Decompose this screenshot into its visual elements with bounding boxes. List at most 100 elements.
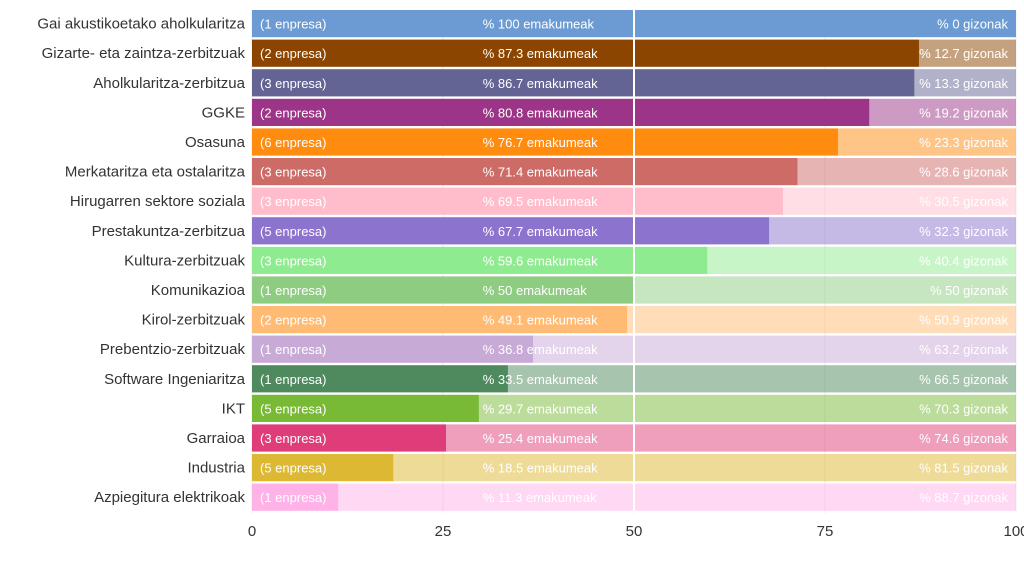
bar-women [252,454,394,482]
category-label: Komunikazioa [151,282,246,299]
women-percent-label: % 59.6 emakumeak [483,253,598,268]
bar-women [252,394,479,422]
bar-men [634,276,1016,304]
category-label: GGKE [202,104,245,121]
company-count-label: (5 enpresa) [260,461,326,476]
bar-women [252,424,447,452]
bar-men [782,187,1016,215]
men-percent-label: % 74.6 gizonak [919,431,1008,446]
women-percent-label: % 86.7 emakumeak [483,76,598,91]
company-count-label: (5 enpresa) [260,401,326,416]
women-percent-label: % 100 emakumeak [483,17,595,32]
women-percent-label: % 36.8 emakumeak [483,342,598,357]
category-label: IKT [222,400,245,417]
men-percent-label: % 13.3 gizonak [919,76,1008,91]
bar-women [252,276,634,304]
company-count-label: (2 enpresa) [260,105,326,120]
x-tick-label: 100 [1003,523,1024,540]
men-percent-label: % 81.5 gizonak [919,461,1008,476]
bar-women [252,128,838,156]
company-count-label: (1 enpresa) [260,283,326,298]
category-label: Industria [187,460,245,477]
x-tick-label: 75 [817,523,834,540]
bar-men [338,483,1016,511]
company-count-label: (1 enpresa) [260,342,326,357]
women-percent-label: % 11.3 emakumeak [483,490,597,505]
category-label: Osasuna [185,134,246,151]
women-percent-label: % 18.5 emakumeak [483,461,598,476]
women-percent-label: % 69.5 emakumeak [483,194,598,209]
company-count-label: (1 enpresa) [260,17,326,32]
men-percent-label: % 12.7 gizonak [919,46,1008,61]
bar-men [627,306,1016,334]
category-label: Gai akustikoetako aholkularitza [37,16,245,33]
men-percent-label: % 30.5 gizonak [919,194,1008,209]
company-count-label: (3 enpresa) [260,194,326,209]
company-count-label: (1 enpresa) [260,490,326,505]
bar-men [393,454,1017,482]
men-percent-label: % 28.6 gizonak [919,165,1008,180]
category-label: Azpiegitura elektrikoak [94,489,245,506]
bar-women [252,39,919,67]
company-count-label: (2 enpresa) [260,313,326,328]
men-percent-label: % 63.2 gizonak [919,342,1008,357]
women-percent-label: % 33.5 emakumeak [483,372,598,387]
plot-area: Gai akustikoetako aholkularitza (1 enpres… [37,8,1024,540]
men-percent-label: % 50 gizonak [930,283,1009,298]
men-percent-label: % 23.3 gizonak [919,135,1008,150]
men-percent-label: % 70.3 gizonak [919,401,1008,416]
bar-men [533,335,1016,363]
x-tick-label: 50 [626,523,643,540]
women-percent-label: % 49.1 emakumeak [483,313,598,328]
company-count-label: (2 enpresa) [260,46,326,61]
women-percent-label: % 71.4 emakumeak [483,165,598,180]
bar-women [252,335,534,363]
category-label: Hirugarren sektore soziala [70,193,246,210]
bar-women [252,217,770,245]
company-count-label: (3 enpresa) [260,165,326,180]
company-count-label: (5 enpresa) [260,224,326,239]
company-count-label: (6 enpresa) [260,135,326,150]
women-percent-label: % 29.7 emakumeak [483,401,598,416]
x-tick-label: 25 [435,523,452,540]
bar-women [252,158,798,186]
bar-men [869,98,1016,126]
men-percent-label: % 88.7 gizonak [919,490,1008,505]
men-percent-label: % 40.4 gizonak [919,253,1008,268]
bar-men [507,365,1016,393]
category-label: Prestakuntza-zerbitzua [92,223,246,240]
bar-women [252,98,870,126]
men-percent-label: % 0 gizonak [937,17,1008,32]
women-percent-label: % 25.4 emakumeak [483,431,598,446]
women-percent-label: % 80.8 emakumeak [483,105,598,120]
bar-women [252,69,915,97]
category-label: Garraioa [187,430,246,447]
men-percent-label: % 19.2 gizonak [919,105,1008,120]
women-percent-label: % 87.3 emakumeak [483,46,598,61]
company-count-label: (3 enpresa) [260,253,326,268]
bar-women [252,246,708,274]
women-percent-label: % 67.7 emakumeak [483,224,598,239]
bar-men [837,128,1016,156]
category-label: Aholkularitza-zerbitzua [93,75,245,92]
bar-men [707,246,1016,274]
bar-men [914,69,1016,97]
bar-women [252,187,783,215]
company-count-label: (3 enpresa) [260,76,326,91]
bar-men [918,39,1016,67]
bar-men [446,424,1016,452]
women-percent-label: % 50 emakumeak [483,283,588,298]
category-label: Kultura-zerbitzuak [124,252,245,269]
bar-women [252,483,339,511]
men-percent-label: % 50.9 gizonak [919,313,1008,328]
category-label: Software Ingeniaritza [104,371,246,388]
x-tick-label: 0 [248,523,256,540]
company-count-label: (1 enpresa) [260,372,326,387]
category-label: Kirol-zerbitzuak [142,312,246,329]
men-percent-label: % 32.3 gizonak [919,224,1008,239]
bar-men [797,158,1016,186]
bar-women [252,306,628,334]
bar-men [769,217,1016,245]
category-label: Gizarte- eta zaintza-zerbitzuak [42,45,246,62]
